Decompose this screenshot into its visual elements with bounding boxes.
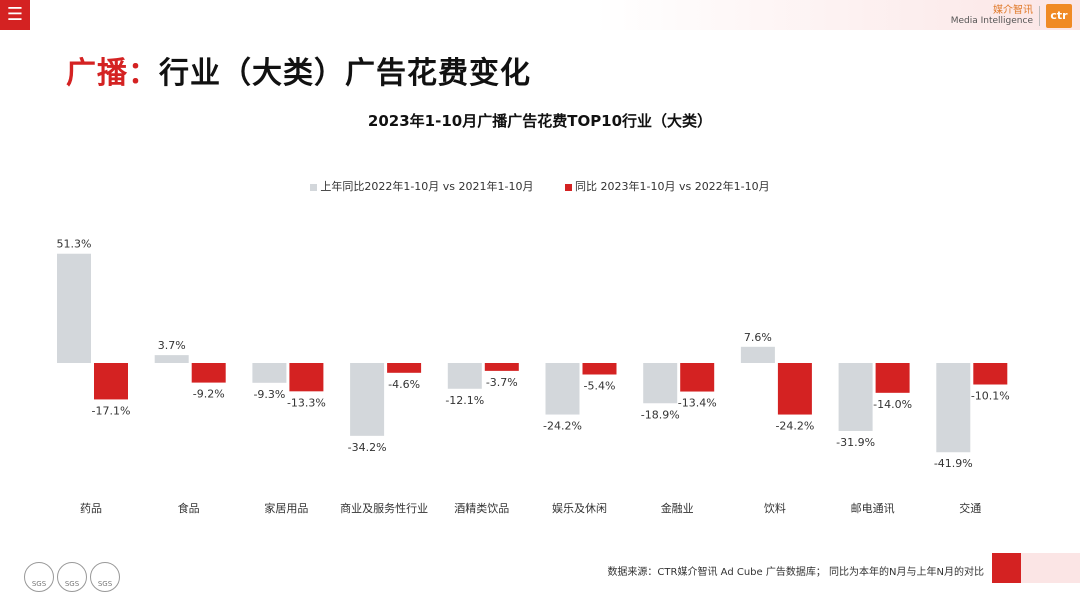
bar-prev-2 [252, 363, 287, 383]
bar-prev-7 [740, 346, 775, 363]
category-label-6: 金融业 [661, 501, 694, 515]
menu-icon: ☰ [6, 4, 24, 25]
data-label-prev-0: 51.3% [57, 238, 92, 251]
bar-prev-6 [643, 363, 678, 404]
bar-curr-4 [484, 363, 519, 371]
sgs-badge-icon: SGS [57, 562, 87, 592]
bar-curr-6 [680, 363, 715, 392]
sgs-badge-icon: SGS [24, 562, 54, 592]
legend-label-curr: 同比 2023年1-10月 vs 2022年1-10月 [575, 180, 770, 193]
bar-prev-8 [838, 363, 873, 431]
category-label-7: 饮料 [764, 501, 786, 515]
page-title-prefix: 广播： [66, 56, 159, 91]
legend-item-curr: 同比 2023年1-10月 vs 2022年1-10月 [565, 178, 770, 194]
page-title: 广播：行业（大类）广告花费变化 [66, 48, 531, 92]
footer-accent [992, 553, 1021, 583]
bar-curr-5 [582, 363, 617, 375]
bar-prev-4 [447, 363, 482, 389]
bar-curr-9 [973, 363, 1008, 385]
data-label-curr-7: -24.2% [775, 420, 814, 433]
bar-curr-0 [94, 363, 128, 400]
data-source-note: 数据来源：CTR媒介智讯 Ad Cube 广告数据库； 同比为本年的N月与上年N… [607, 567, 984, 578]
data-label-prev-5: -24.2% [543, 420, 582, 433]
category-label-2: 家居用品 [264, 501, 308, 515]
legend-swatch-curr [565, 183, 572, 191]
page-title-rest: 行业（大类）广告花费变化 [159, 56, 531, 91]
data-label-curr-8: -14.0% [873, 398, 912, 411]
data-label-curr-9: -10.1% [971, 390, 1010, 403]
data-label-curr-3: -4.6% [388, 378, 420, 391]
data-label-curr-6: -13.4% [678, 397, 717, 410]
data-label-prev-9: -41.9% [934, 457, 973, 470]
legend-label-prev: 上年同比2022年1-10月 vs 2021年1-10月 [320, 180, 534, 193]
data-label-prev-1: 3.7% [158, 339, 186, 352]
data-label-prev-2: -9.3% [253, 388, 285, 401]
menu-button[interactable]: ☰ [0, 0, 30, 30]
bar-curr-3 [387, 363, 422, 373]
category-label-0: 药品 [80, 502, 102, 515]
category-label-8: 邮电通讯 [851, 502, 895, 515]
category-label-4: 酒精类饮品 [454, 501, 509, 515]
data-label-prev-3: -34.2% [348, 441, 387, 454]
logo-en-text: Media Intelligence [950, 16, 1033, 26]
data-label-curr-4: -3.7% [486, 376, 518, 389]
bar-prev-3 [350, 363, 385, 436]
bar-curr-1 [191, 363, 226, 383]
sgs-badge-icon: SGS [90, 562, 120, 592]
data-label-prev-8: -31.9% [836, 436, 875, 449]
category-label-9: 交通 [959, 501, 981, 515]
bar-curr-7 [777, 363, 812, 415]
data-label-curr-1: -9.2% [193, 388, 225, 401]
bar-prev-9 [936, 363, 971, 453]
legend-swatch-prev [310, 183, 318, 191]
top-bar [0, 0, 1080, 30]
legend-item-prev: 上年同比2022年1-10月 vs 2021年1-10月 [310, 178, 534, 194]
sgs-badges: SGS SGS SGS [24, 562, 123, 592]
logo-cn-text: 媒介智讯 [993, 5, 1033, 16]
logo-divider [1039, 6, 1040, 26]
ctr-logo-icon: ctr [1046, 4, 1072, 28]
data-label-curr-5: -5.4% [584, 380, 616, 393]
data-label-prev-7: 7.6% [744, 331, 772, 344]
bar-prev-1 [154, 355, 189, 363]
chart-title: 2023年1-10月广播广告花费TOP10行业（大类） [367, 112, 713, 130]
bar-prev-5 [545, 363, 580, 415]
category-label-5: 娱乐及休闲 [552, 501, 607, 515]
chart-legend: 上年同比2022年1-10月 vs 2021年1-10月 同比 2023年1-1… [0, 178, 1080, 194]
data-label-curr-2: -13.3% [287, 396, 326, 409]
brand-logo: 媒介智讯 Media Intelligence ctr [951, 3, 1072, 29]
bar-curr-2 [289, 363, 324, 392]
data-label-prev-6: -18.9% [641, 408, 680, 421]
bar-prev-0 [57, 253, 91, 363]
data-label-prev-4: -12.1% [445, 394, 484, 407]
bar-curr-8 [875, 363, 910, 393]
category-label-3: 商业及服务性行业 [340, 501, 428, 515]
category-label-1: 食品 [178, 501, 200, 515]
data-label-curr-0: -17.1% [92, 404, 131, 417]
